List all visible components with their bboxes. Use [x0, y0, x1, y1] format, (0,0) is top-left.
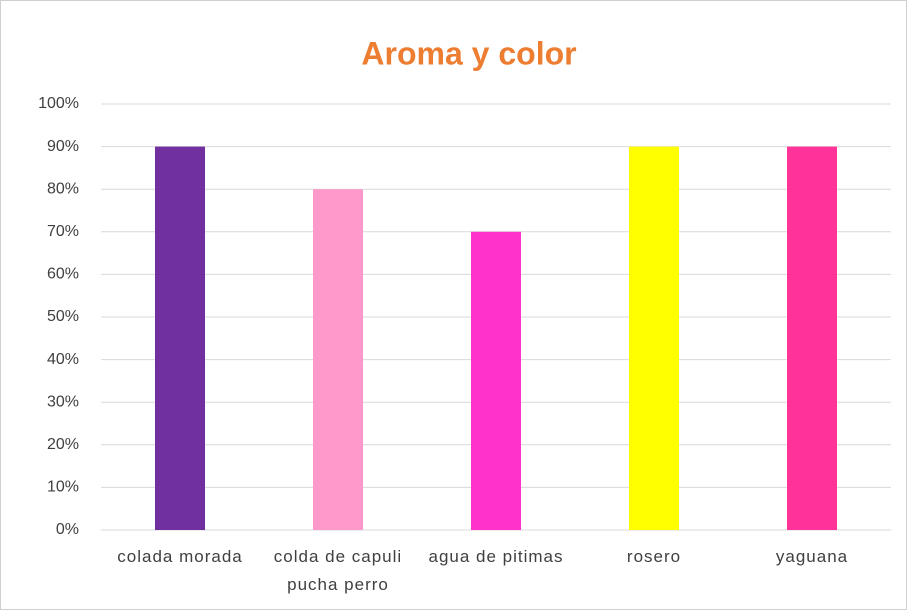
y-tick-label: 40% — [47, 351, 79, 368]
x-tick-label: colda de capuli pucha perro — [273, 547, 403, 594]
y-tick-label: 50% — [47, 308, 79, 325]
y-tick-label: 20% — [47, 436, 79, 453]
y-tick-label: 90% — [47, 138, 79, 155]
x-tick-label: yaguana — [775, 547, 849, 566]
y-tick-label: 30% — [47, 393, 79, 410]
chart-title: Aroma y color — [361, 35, 576, 71]
y-tick-label: 10% — [47, 479, 79, 496]
y-tick-label: 70% — [47, 223, 79, 240]
bar — [471, 231, 521, 531]
x-tick-label: agua de pitimas — [428, 547, 564, 566]
x-tick-label: rosero — [626, 547, 682, 566]
bar — [787, 146, 837, 530]
y-tick-label: 80% — [47, 180, 79, 197]
y-tick-label: 60% — [47, 266, 79, 283]
bar — [629, 146, 679, 530]
bar — [155, 146, 205, 530]
y-tick-label: 100% — [38, 95, 79, 112]
x-tick-label: colada morada — [117, 547, 243, 566]
y-tick-label: 0% — [56, 521, 79, 538]
bar — [313, 189, 363, 530]
